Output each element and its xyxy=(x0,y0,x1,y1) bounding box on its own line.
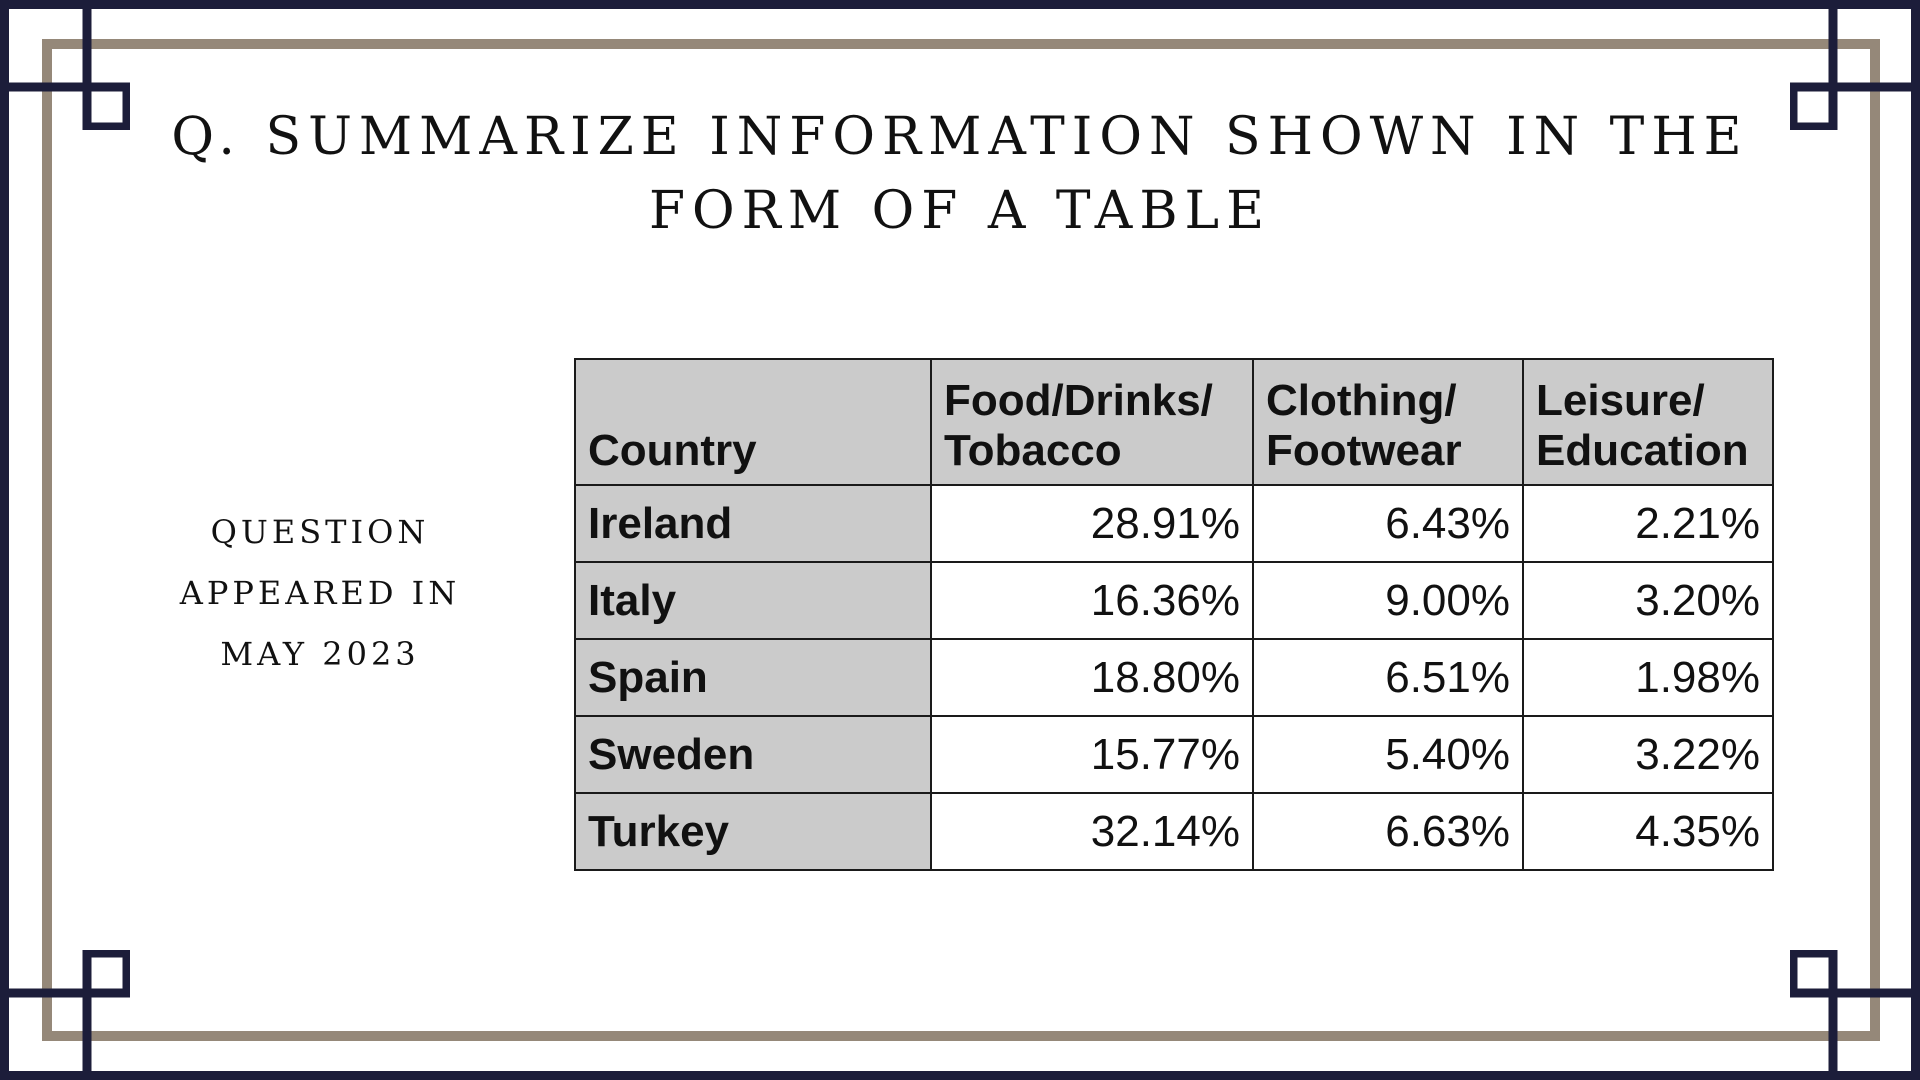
cell-leisure: 3.22% xyxy=(1522,715,1774,794)
cell-food: 28.91% xyxy=(930,484,1254,563)
cell-country: Ireland xyxy=(574,484,932,563)
header-food-line-1: Food/Drinks/ xyxy=(944,376,1213,425)
cell-clothing: 6.63% xyxy=(1252,792,1524,871)
table-row: Turkey 32.14% 6.63% 4.35% xyxy=(574,792,1774,871)
cell-leisure: 2.21% xyxy=(1522,484,1774,563)
spending-table: Country Food/Drinks/ Tobacco Clothing/ F… xyxy=(574,358,1774,871)
header-clothing-line-1: Clothing/ xyxy=(1266,376,1457,425)
cell-clothing: 5.40% xyxy=(1252,715,1524,794)
cell-country: Italy xyxy=(574,561,932,640)
header-food-line-2: Tobacco xyxy=(944,426,1122,475)
cell-country: Spain xyxy=(574,638,932,717)
header-country: Country xyxy=(574,358,932,486)
table-row: Sweden 15.77% 5.40% 3.22% xyxy=(574,715,1774,794)
header-leisure: Leisure/ Education xyxy=(1522,358,1774,486)
table-row: Spain 18.80% 6.51% 1.98% xyxy=(574,638,1774,717)
table-header-row: Country Food/Drinks/ Tobacco Clothing/ F… xyxy=(574,358,1774,486)
header-clothing-line-2: Footwear xyxy=(1266,426,1462,475)
table-row: Italy 16.36% 9.00% 3.20% xyxy=(574,561,1774,640)
cell-clothing: 6.43% xyxy=(1252,484,1524,563)
cell-country: Sweden xyxy=(574,715,932,794)
corner-ornament-bottom-right xyxy=(1790,950,1920,1080)
corner-ornament-top-right xyxy=(1790,0,1920,130)
cell-clothing: 9.00% xyxy=(1252,561,1524,640)
page-title: Q. SUMMARIZE INFORMATION SHOWN IN THE FO… xyxy=(171,107,1749,241)
inner-frame-border xyxy=(42,39,1880,1041)
cell-clothing: 6.51% xyxy=(1252,638,1524,717)
cell-country: Turkey xyxy=(574,792,932,871)
corner-ornament-top-left xyxy=(0,0,130,130)
cell-food: 15.77% xyxy=(930,715,1254,794)
cell-food: 16.36% xyxy=(930,561,1254,640)
side-note-line-2: APPEARED IN xyxy=(179,574,461,612)
cell-leisure: 3.20% xyxy=(1522,561,1774,640)
header-clothing: Clothing/ Footwear xyxy=(1252,358,1524,486)
cell-leisure: 4.35% xyxy=(1522,792,1774,871)
header-leisure-line-1: Leisure/ xyxy=(1536,376,1705,425)
cell-food: 32.14% xyxy=(930,792,1254,871)
question-date-note: QUESTION APPEARED IN MAY 2023 xyxy=(150,502,490,685)
cell-leisure: 1.98% xyxy=(1522,638,1774,717)
header-country-label: Country xyxy=(588,426,757,475)
side-note-line-3: MAY 2023 xyxy=(220,635,420,673)
corner-ornament-bottom-left xyxy=(0,950,130,1080)
table-row: Ireland 28.91% 6.43% 2.21% xyxy=(574,484,1774,563)
header-leisure-line-2: Education xyxy=(1536,426,1749,475)
header-food: Food/Drinks/ Tobacco xyxy=(930,358,1254,486)
side-note-line-1: QUESTION xyxy=(210,513,430,551)
cell-food: 18.80% xyxy=(930,638,1254,717)
